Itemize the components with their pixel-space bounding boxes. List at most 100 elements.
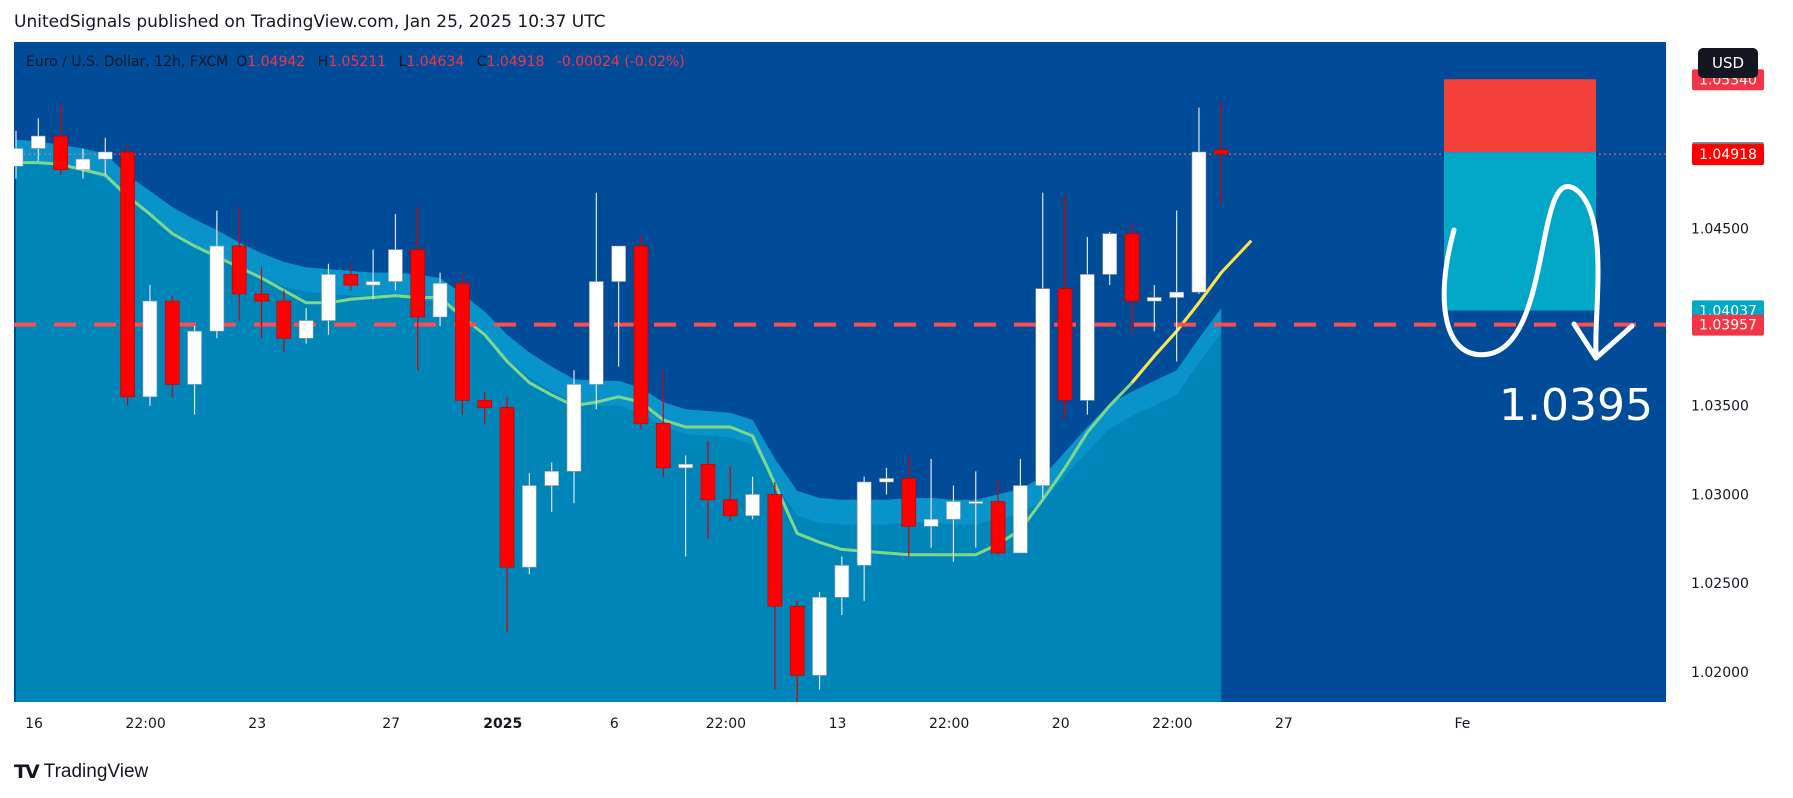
candle-body [655, 423, 671, 469]
candle [589, 192, 604, 410]
candle [1147, 285, 1162, 332]
open-value: 1.04942 [247, 54, 306, 70]
target-price-annotation: 1.0395 [1499, 380, 1653, 431]
time-axis-panel[interactable] [14, 702, 1776, 745]
candle [298, 308, 314, 344]
time-tick-label: 6 [610, 716, 619, 732]
candle-body [611, 245, 626, 282]
candle [410, 207, 426, 371]
candlestick-chart[interactable]: 1.020001.025001.030001.035001.045001.053… [14, 42, 1776, 745]
chart-frame[interactable]: 1.02000 1.02500 1.03000 1.03500 1.04500 1.053… [14, 42, 1776, 745]
forecast-arrowhead [1571, 321, 1635, 361]
price-label-text: 1.04918 [1699, 147, 1757, 163]
candle-body [164, 300, 180, 385]
candle [700, 441, 716, 539]
candle [1057, 196, 1073, 420]
time-axis[interactable]: 16 22:00 23 27 2025 6 22:00 13 22:00 20 22:00 27 Fe [25, 716, 1470, 732]
time-tick-label: 22:00 [125, 716, 165, 732]
publish-line: UnitedSignals published on TradingView.c… [14, 12, 606, 32]
time-tick-label: 22:00 [1152, 716, 1192, 732]
time-tick-label: Fe [1455, 716, 1471, 732]
candle [879, 467, 894, 495]
price-tick-label: 1.02500 [1691, 576, 1749, 592]
price-axis-panel[interactable] [1666, 42, 1776, 702]
candle-body [321, 274, 336, 321]
symbol-legend[interactable]: Euro / U.S. Dollar, 12h, FXCM O1.04942 H1… [26, 54, 685, 70]
candle-body [120, 151, 135, 398]
ema-fill-area [16, 160, 1222, 702]
candle [75, 148, 91, 179]
candle [767, 482, 783, 690]
candle-body [298, 320, 314, 339]
time-tick-label: 27 [1275, 716, 1293, 732]
candle [31, 118, 46, 161]
candle-body [499, 407, 515, 568]
candle [1169, 210, 1184, 362]
tradingview-brand: TradingView [43, 761, 149, 782]
price-axis[interactable]: 1.020001.025001.030001.035001.045001.053… [1691, 69, 1764, 681]
candle-body [455, 282, 470, 401]
high-value: 1.05211 [328, 54, 387, 70]
candle-body [365, 281, 381, 286]
ema-fill [16, 160, 1222, 702]
price-label-text: 1.03957 [1699, 318, 1757, 334]
candle [388, 214, 403, 291]
forecast-curve [1441, 184, 1601, 358]
close-value: 1.04918 [486, 54, 545, 70]
candle [321, 263, 336, 335]
candle-body [923, 518, 939, 527]
candle [276, 290, 292, 353]
currency-button[interactable]: USD [1698, 48, 1758, 78]
candle-body [31, 135, 46, 149]
candle-body [75, 158, 91, 171]
candle-body [254, 293, 269, 302]
time-tick-label: 2025 [483, 716, 522, 732]
candle-body [1035, 288, 1051, 486]
price-levels [14, 153, 1666, 327]
candle [187, 325, 202, 415]
candle-body [477, 400, 493, 408]
candle [946, 485, 961, 562]
candle [53, 104, 68, 176]
candle [477, 391, 493, 424]
candle [343, 263, 359, 291]
candle-body [522, 485, 537, 568]
candle [655, 370, 671, 477]
tradingview-logo[interactable]: TV TradingView [14, 760, 148, 784]
candle [789, 600, 805, 711]
price-tick-label: 1.04500 [1691, 221, 1749, 237]
candle [1124, 222, 1140, 335]
candle [231, 207, 247, 321]
candle-body [432, 282, 448, 318]
candle-body [767, 494, 783, 607]
candle [1102, 231, 1117, 286]
candle [499, 396, 515, 633]
price-tick-label: 1.02000 [1691, 665, 1749, 681]
open-key: O [236, 54, 248, 70]
candle-body [901, 478, 917, 527]
short-position-tool[interactable] [1444, 79, 1596, 311]
candle [990, 480, 1006, 555]
candle-body [276, 300, 292, 339]
candle [901, 455, 917, 557]
candle-body [1191, 151, 1207, 293]
candle-body [566, 384, 582, 472]
candle-body [97, 151, 113, 160]
low-value: 1.04634 [406, 54, 465, 70]
candle [254, 267, 269, 339]
candle-body [53, 135, 68, 171]
candle-body [142, 300, 158, 398]
candle [633, 235, 649, 429]
candle [1191, 107, 1207, 294]
price-tick-label: 1.03000 [1691, 487, 1749, 503]
candle-body [231, 245, 247, 295]
candle [812, 592, 827, 690]
time-tick-label: 22:00 [929, 716, 969, 732]
candle [856, 476, 872, 601]
candle [544, 462, 559, 513]
time-tick-label: 20 [1052, 716, 1070, 732]
candle-body [1080, 274, 1095, 401]
candle [611, 245, 626, 367]
high-key: H [317, 54, 329, 70]
time-tick-label: 13 [829, 716, 847, 732]
